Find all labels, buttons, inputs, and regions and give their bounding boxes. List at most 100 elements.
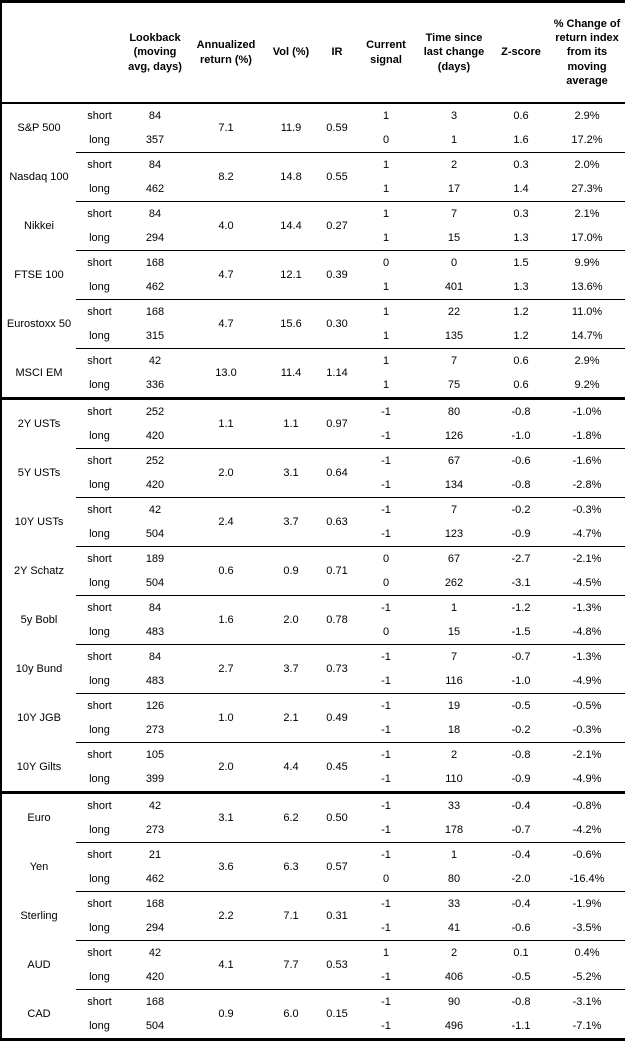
zscore-long-value: 1.4 bbox=[513, 182, 529, 195]
instrument-name: 5Y USTs bbox=[17, 466, 61, 479]
zscore-long-value: 1.6 bbox=[513, 133, 529, 146]
zscore-long-value: -1.0 bbox=[511, 674, 531, 687]
vol-value: 6.3 bbox=[265, 842, 317, 892]
pct-change-short-value: 2.0% bbox=[549, 152, 625, 177]
instrument-name: 10y Bund bbox=[15, 662, 63, 675]
ir-value: 1.14 bbox=[317, 348, 357, 399]
time-since-change-long-value: 262 bbox=[444, 576, 464, 589]
zscore-long-value: -2.0 bbox=[511, 872, 531, 885]
pct-change-long-value: 9.2% bbox=[574, 378, 600, 391]
lookback-long-value: 462 bbox=[145, 280, 165, 293]
table-row: 2Y USTs short 252 1.1 1.1 0.97 -1 80 -0.8 -1.0% bbox=[1, 397, 625, 449]
ir-value: 0.53 bbox=[317, 940, 357, 990]
signal-long-value: -1 bbox=[381, 723, 391, 736]
pct-change-short-value: 9.9% bbox=[549, 250, 625, 275]
horizon-short-label: short bbox=[76, 201, 123, 226]
signal-short-value: -1 bbox=[357, 397, 415, 424]
pct-change-short-value: 0.4% bbox=[549, 940, 625, 965]
pct-change-short-value: 11.0% bbox=[549, 299, 625, 324]
instrument-name: 2Y Schatz bbox=[14, 564, 64, 577]
pct-change-long-value: -4.2% bbox=[572, 823, 602, 836]
ir-value: 0.55 bbox=[317, 152, 357, 202]
ir-value: 0.31 bbox=[317, 891, 357, 941]
horizon-long-label: long bbox=[89, 378, 110, 391]
pct-change-long-value: 17.2% bbox=[571, 133, 603, 146]
time-since-change-long-value: 17 bbox=[447, 182, 461, 195]
horizon-long-label: long bbox=[89, 872, 110, 885]
pct-change-long-value: 27.3% bbox=[571, 182, 603, 195]
pct-change-long-value: -5.2% bbox=[572, 970, 602, 983]
section-equities: S&P 500 short 84 7.1 11.9 0.59 1 3 0.6 2.9% long 35… bbox=[1, 102, 625, 399]
annualized-return-value: 4.7 bbox=[187, 250, 265, 300]
table-row: Yen short 21 3.6 6.3 0.57 -1 1 -0.4 -0.6% bbox=[1, 842, 625, 892]
zscore-short-value: 0.1 bbox=[493, 940, 549, 965]
signal-long-value: 0 bbox=[382, 625, 390, 638]
table-header: Lookback (moving avg, days) Annualized r… bbox=[1, 1, 625, 104]
annualized-return-value: 1.6 bbox=[187, 595, 265, 645]
time-since-change-long-value: 406 bbox=[444, 970, 464, 983]
annualized-return-value: 13.0 bbox=[187, 348, 265, 399]
annualized-return-value: 2.0 bbox=[187, 742, 265, 793]
time-since-change-long-value: 178 bbox=[444, 823, 464, 836]
lookback-short-value: 252 bbox=[123, 448, 187, 473]
table-row: long 273 -1 178 -0.7 -4.2% bbox=[1, 818, 625, 843]
zscore-short-value: -0.7 bbox=[493, 644, 549, 669]
time-since-change-long-value: 110 bbox=[445, 772, 463, 785]
lookback-long-value: 462 bbox=[145, 182, 165, 195]
lookback-long-value: 336 bbox=[145, 378, 165, 391]
pct-change-long-value: -2.8% bbox=[572, 478, 602, 491]
table-row: long 420 -1 126 -1.0 -1.8% bbox=[1, 424, 625, 449]
header-lookback: Lookback (moving avg, days) bbox=[123, 1, 187, 104]
instrument-name: S&P 500 bbox=[17, 122, 61, 135]
horizon-long-label: long bbox=[89, 970, 110, 983]
ir-value: 0.73 bbox=[317, 644, 357, 694]
zscore-short-value: 1.5 bbox=[493, 250, 549, 275]
vol-value: 12.1 bbox=[265, 250, 317, 300]
instrument-name: Euro bbox=[1, 791, 76, 843]
instrument-name: Yen bbox=[29, 860, 49, 873]
horizon-long-label: long bbox=[89, 280, 110, 293]
signal-long-value: -1 bbox=[381, 772, 391, 785]
zscore-long-value: -0.2 bbox=[511, 723, 531, 736]
table-row: Nasdaq 100 short 84 8.2 14.8 0.55 1 2 0.3 2.0% bbox=[1, 152, 625, 202]
pct-change-short-value: -0.5% bbox=[549, 693, 625, 718]
table-row: 10Y USTs short 42 2.4 3.7 0.63 -1 7 -0.2 -0.3% bbox=[1, 497, 625, 547]
vol-value: 14.4 bbox=[265, 201, 317, 251]
time-since-change-short-value: 67 bbox=[415, 546, 493, 571]
zscore-short-value: -0.6 bbox=[493, 448, 549, 473]
signal-short-value: -1 bbox=[357, 644, 415, 669]
time-since-change-long-value: 116 bbox=[445, 674, 463, 687]
vol-value: 7.7 bbox=[265, 940, 317, 990]
table-row: AUD short 42 4.1 7.7 0.53 1 2 0.1 0.4% bbox=[1, 940, 625, 990]
horizon-short-label: short bbox=[76, 250, 123, 275]
vol-value: 4.4 bbox=[265, 742, 317, 793]
time-since-change-short-value: 2 bbox=[415, 940, 493, 965]
pct-change-long-value: -4.8% bbox=[572, 625, 602, 638]
pct-change-short-value: -1.3% bbox=[549, 595, 625, 620]
zscore-short-value: -0.4 bbox=[493, 891, 549, 916]
lookback-short-value: 168 bbox=[123, 989, 187, 1014]
instrument-name: Nasdaq 100 bbox=[9, 170, 69, 183]
instrument-name: AUD bbox=[27, 958, 51, 971]
header-pct-change-from-moving-average: % Change of return index from its moving… bbox=[549, 1, 625, 104]
horizon-short-label: short bbox=[76, 102, 123, 128]
lookback-short-value: 84 bbox=[123, 152, 187, 177]
lookback-long-value: 462 bbox=[145, 872, 165, 885]
lookback-long-value: 483 bbox=[145, 625, 165, 638]
lookback-long-value: 504 bbox=[145, 527, 165, 540]
table-row: Nikkei short 84 4.0 14.4 0.27 1 7 0.3 2.1% bbox=[1, 201, 625, 251]
header-zscore: Z-score bbox=[493, 1, 549, 104]
time-since-change-short-value: 80 bbox=[415, 397, 493, 424]
signal-long-value: -1 bbox=[381, 527, 391, 540]
zscore-long-value: -1.1 bbox=[511, 1019, 531, 1032]
horizon-short-label: short bbox=[76, 497, 123, 522]
horizon-short-label: short bbox=[76, 644, 123, 669]
annualized-return-value: 4.1 bbox=[187, 940, 265, 990]
signal-long-value: 1 bbox=[382, 378, 390, 391]
table-row: Eurostoxx 50 short 168 4.7 15.6 0.30 1 22 1.2 11.… bbox=[1, 299, 625, 349]
horizon-long-label: long bbox=[89, 1019, 110, 1032]
annualized-return-value: 0.6 bbox=[187, 546, 265, 596]
lookback-long-value: 273 bbox=[145, 723, 165, 736]
horizon-short-label: short bbox=[76, 595, 123, 620]
vol-value: 3.1 bbox=[265, 448, 317, 498]
